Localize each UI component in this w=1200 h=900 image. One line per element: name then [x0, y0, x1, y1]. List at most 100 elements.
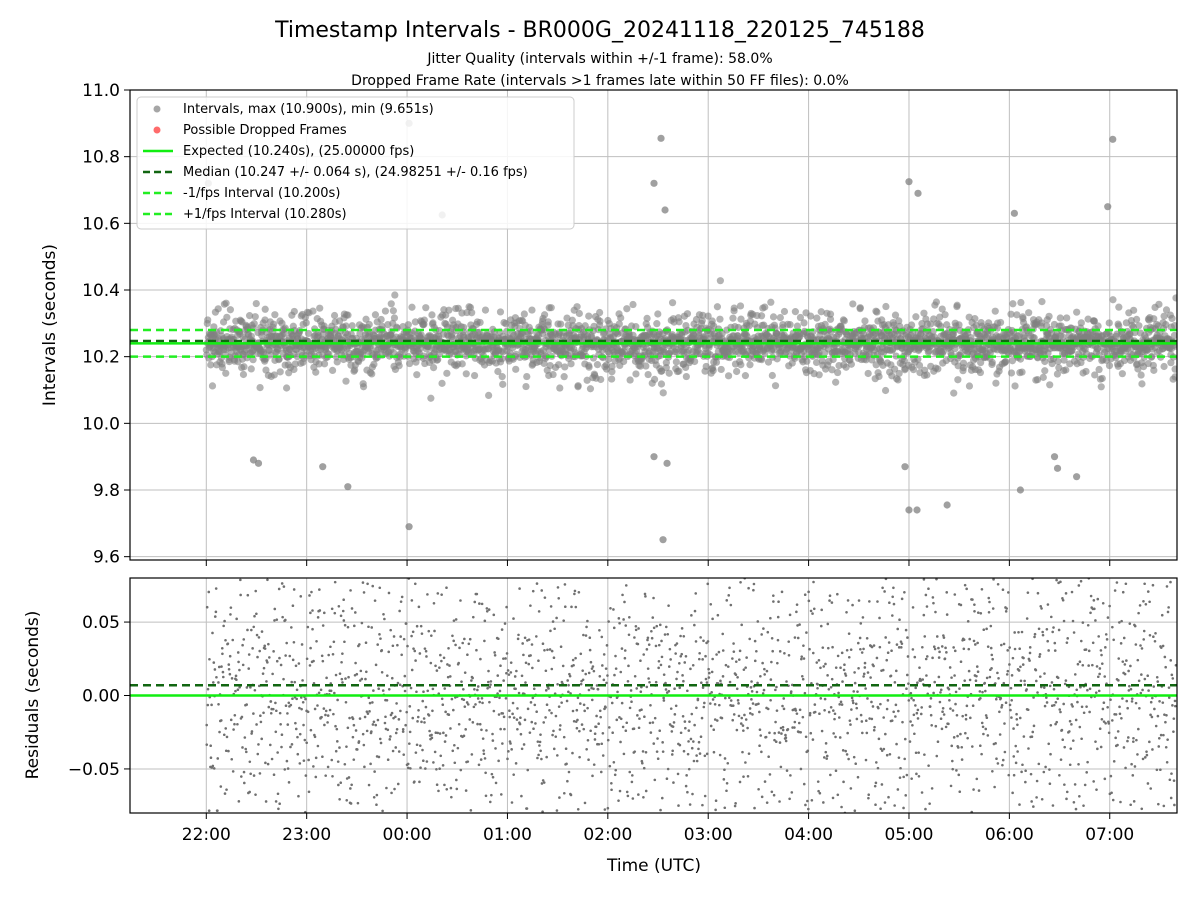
interval-point: [214, 305, 222, 313]
residual-point: [852, 755, 856, 759]
residual-point: [288, 654, 292, 658]
residual-point: [399, 635, 402, 638]
residual-point: [483, 619, 487, 623]
interval-point: [481, 306, 490, 314]
residual-point: [696, 697, 700, 701]
interval-point: [912, 313, 920, 321]
residual-point: [829, 773, 832, 777]
residual-point: [310, 590, 313, 594]
residual-point: [300, 707, 303, 711]
residual-point: [587, 758, 590, 762]
residual-point: [407, 766, 410, 770]
residual-point: [803, 691, 807, 695]
residual-point: [945, 591, 949, 594]
residual-point: [817, 789, 820, 793]
residual-point: [896, 788, 900, 791]
residual-point: [457, 661, 460, 665]
residual-point: [496, 674, 500, 677]
interval-point: [826, 310, 835, 318]
residual-point: [241, 643, 244, 647]
residual-point: [915, 772, 918, 776]
interval-point: [1056, 314, 1064, 322]
residual-point: [509, 671, 513, 674]
residual-point: [346, 726, 350, 730]
residual-point: [859, 622, 863, 625]
residual-point: [951, 759, 954, 763]
residual-point: [669, 707, 673, 710]
x-tick-label: 03:00: [684, 825, 733, 845]
residual-point: [913, 655, 917, 659]
interval-point: [557, 320, 565, 328]
residual-point: [807, 590, 810, 594]
residual-point: [711, 698, 715, 701]
residual-point: [422, 717, 426, 720]
interval-outlier-point: [905, 178, 913, 186]
residual-point: [921, 645, 924, 649]
residual-point: [899, 640, 903, 643]
residual-point: [303, 738, 307, 742]
residual-point: [637, 793, 640, 796]
residual-point: [328, 708, 332, 712]
residual-point: [366, 582, 369, 586]
residual-point: [394, 746, 398, 749]
residual-point: [266, 661, 269, 664]
residual-point: [912, 713, 916, 717]
residual-point: [558, 728, 562, 731]
residual-point: [621, 593, 624, 597]
residual-point: [987, 596, 991, 600]
residual-point: [759, 734, 763, 737]
x-tick-label: 02:00: [583, 825, 632, 845]
residual-point: [935, 578, 938, 581]
residual-point: [342, 619, 346, 622]
residual-point: [549, 605, 553, 608]
residual-point: [454, 696, 457, 699]
residual-point: [881, 668, 885, 672]
interval-point: [934, 365, 942, 373]
residual-point: [401, 727, 405, 731]
residual-point: [652, 596, 655, 600]
residual-point: [523, 718, 527, 722]
residual-point: [715, 719, 719, 722]
residual-point: [897, 756, 901, 759]
residual-point: [958, 790, 962, 793]
interval-point: [348, 322, 356, 330]
residual-point: [390, 791, 393, 795]
residual-point: [590, 667, 594, 670]
residual-point: [952, 736, 956, 739]
residual-point: [448, 664, 451, 667]
residual-point: [834, 769, 838, 773]
residual-point: [234, 674, 238, 678]
residual-point: [823, 697, 827, 701]
residual-point: [870, 700, 873, 704]
residual-point: [438, 767, 441, 770]
residual-point: [519, 716, 522, 719]
residual-point: [299, 696, 303, 699]
interval-point: [895, 317, 903, 325]
residual-point: [773, 731, 776, 735]
residual-point: [537, 659, 540, 663]
interval-point: [1150, 366, 1158, 374]
x-tick-label: 04:00: [784, 825, 833, 845]
residual-point: [355, 748, 359, 751]
residual-point: [819, 624, 823, 628]
residual-point: [731, 704, 735, 707]
residual-point: [408, 705, 412, 708]
residual-point: [853, 671, 856, 674]
residual-point: [860, 720, 864, 723]
residual-point: [920, 791, 924, 794]
residual-point: [901, 720, 904, 724]
residual-point: [646, 667, 650, 670]
residual-point: [640, 759, 644, 763]
residual-point: [563, 583, 567, 586]
interval-point: [1038, 298, 1046, 306]
residual-point: [876, 600, 879, 603]
residual-point: [864, 719, 868, 723]
residual-point: [598, 675, 602, 678]
interval-outlier-point: [1104, 203, 1112, 211]
residual-point: [421, 759, 425, 763]
residual-point: [686, 689, 689, 693]
residual-point: [316, 616, 320, 619]
residual-point: [600, 742, 604, 746]
residual-point: [577, 591, 581, 594]
interval-point: [1002, 357, 1010, 366]
